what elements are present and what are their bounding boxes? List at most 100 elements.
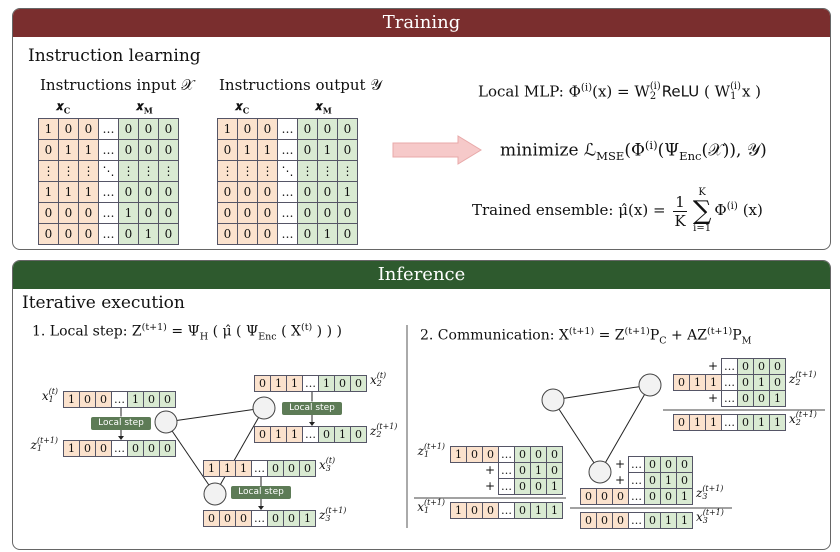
- superscript: (t+1): [795, 410, 817, 419]
- matrix-cell: ⋮: [58, 160, 79, 182]
- subscript: Enc: [258, 331, 277, 343]
- column-label: 𝒙M: [315, 99, 332, 115]
- matrix-cell: 0: [237, 118, 258, 140]
- formula-text: (Φ: [624, 140, 645, 161]
- subscript: 2: [795, 418, 801, 428]
- superscript: (i): [644, 138, 658, 152]
- vector-cell: …: [302, 375, 319, 392]
- script-pair: (t+1) 3: [325, 506, 347, 524]
- script-pair: (t+1) 1: [423, 442, 445, 460]
- graph-edge: [552, 384, 651, 401]
- subscript: 1: [730, 91, 737, 103]
- matrix-cell: ⋮: [257, 160, 278, 182]
- script-pair: (t+1) 3: [702, 508, 724, 526]
- vector-cell: 0: [580, 488, 597, 505]
- vector-cell: 0: [334, 375, 351, 392]
- vector-cell: 0: [612, 512, 629, 529]
- formula: 2. Communication: X(t+1) = Z(t+1)PC + AZ…: [420, 326, 751, 346]
- vector-cell: …: [498, 478, 515, 495]
- superscript: (t+1): [325, 506, 347, 515]
- vector-cell: 0: [580, 512, 597, 529]
- matrix-cell: 0: [158, 181, 179, 203]
- inference-header: Inference: [13, 261, 830, 289]
- vector-cell: 0: [737, 358, 754, 375]
- subscript: 1: [36, 444, 43, 454]
- formula-text: (𝒳)), 𝒴): [701, 140, 767, 161]
- vector-cell: …: [111, 440, 128, 457]
- matrix-title: Instructions output 𝒴: [219, 76, 382, 94]
- vector-cell: 0: [514, 446, 531, 463]
- formula-text: x: [789, 411, 796, 426]
- column-subscript: M: [143, 105, 153, 116]
- matrix-cell: 1: [58, 139, 79, 161]
- matrix-cell: 1: [58, 181, 79, 203]
- matrix-cell: ⋮: [297, 160, 318, 182]
- formula-text: z: [30, 437, 37, 452]
- script-pair: (i) 2: [650, 81, 661, 103]
- formula-text: Instructions input 𝒳: [40, 76, 194, 94]
- matrix-cell: 1: [118, 202, 139, 224]
- matrix-cell: 0: [257, 223, 278, 245]
- vector-cell: …: [721, 390, 738, 407]
- vector-cell: 1: [235, 460, 252, 477]
- arrow-head: [309, 422, 315, 426]
- vector-cell: …: [251, 510, 268, 527]
- formula-text: P: [732, 327, 742, 344]
- matrix-cell: 0: [58, 202, 79, 224]
- formula: Local MLP: Φ(i)(x) = W (i) 2 ReLU ( W (i) 1 x …: [478, 81, 762, 103]
- matrix-cell: 1: [138, 223, 159, 245]
- column-symbol: 𝒙: [136, 99, 144, 113]
- matrix-cell: …: [98, 118, 119, 140]
- matrix-cell: 0: [158, 202, 179, 224]
- matrix-cell: 0: [217, 139, 238, 161]
- matrix-cell: 0: [138, 139, 159, 161]
- column-label: 𝒙C: [56, 99, 70, 115]
- matrix-cell: 0: [78, 223, 99, 245]
- plus-sign: +: [485, 479, 496, 493]
- matrix-cell: ⋱: [98, 160, 119, 182]
- superscript: (t+1): [702, 484, 724, 493]
- subscript: H: [199, 331, 209, 343]
- vector-cell: 1: [660, 472, 677, 489]
- script-pair: (t+1) 2: [795, 370, 817, 388]
- vector-cell: 1: [299, 510, 316, 527]
- column-symbol: 𝒙: [315, 99, 323, 113]
- superscript: (t+1): [795, 370, 817, 379]
- graph-node: [541, 388, 565, 412]
- subscript: 3: [325, 514, 331, 524]
- vector-cell: 0: [143, 391, 160, 408]
- vector-cell: …: [251, 460, 268, 477]
- summation: K ∑ i=1: [693, 188, 712, 234]
- matrix-cell: 0: [78, 118, 99, 140]
- vector-cell: 0: [127, 440, 144, 457]
- vector-cell: 0: [514, 478, 531, 495]
- matrix-cell: 0: [58, 118, 79, 140]
- vector-cell: 0: [318, 426, 335, 443]
- formula-text: minimize ℒ: [500, 140, 597, 161]
- subscript: 3: [702, 516, 708, 526]
- vector-cell: 0: [676, 456, 693, 473]
- vector-cell: 0: [530, 478, 547, 495]
- graph-edge: [214, 407, 265, 495]
- superscript: (t+1): [423, 442, 445, 451]
- vector-cell: …: [721, 414, 738, 431]
- formula-text: z: [370, 423, 377, 438]
- formula-text: x ): [741, 82, 762, 101]
- formula-text: P: [649, 327, 660, 344]
- vector-cell: 1: [334, 426, 351, 443]
- vector-label: z (t+1) 2: [370, 422, 398, 440]
- matrix-cell: 0: [317, 202, 338, 224]
- arrow-head: [258, 506, 264, 510]
- vector-cell: 0: [769, 374, 786, 391]
- vector-cell: 1: [270, 375, 287, 392]
- graph-node: [154, 410, 178, 434]
- subscript: C: [659, 335, 667, 347]
- matrix-cell: 0: [297, 202, 318, 224]
- matrix-cell: 0: [317, 181, 338, 203]
- vector-cell: 1: [769, 414, 786, 431]
- superscript: (i): [580, 82, 593, 94]
- formula-text: (x): [737, 201, 763, 219]
- matrix-cell: 1: [237, 139, 258, 161]
- matrix-cell: 0: [38, 202, 59, 224]
- formula: Trained ensemble: μ̂(x) = 1 K K ∑ i=1 Φ(i) (x…: [472, 188, 763, 234]
